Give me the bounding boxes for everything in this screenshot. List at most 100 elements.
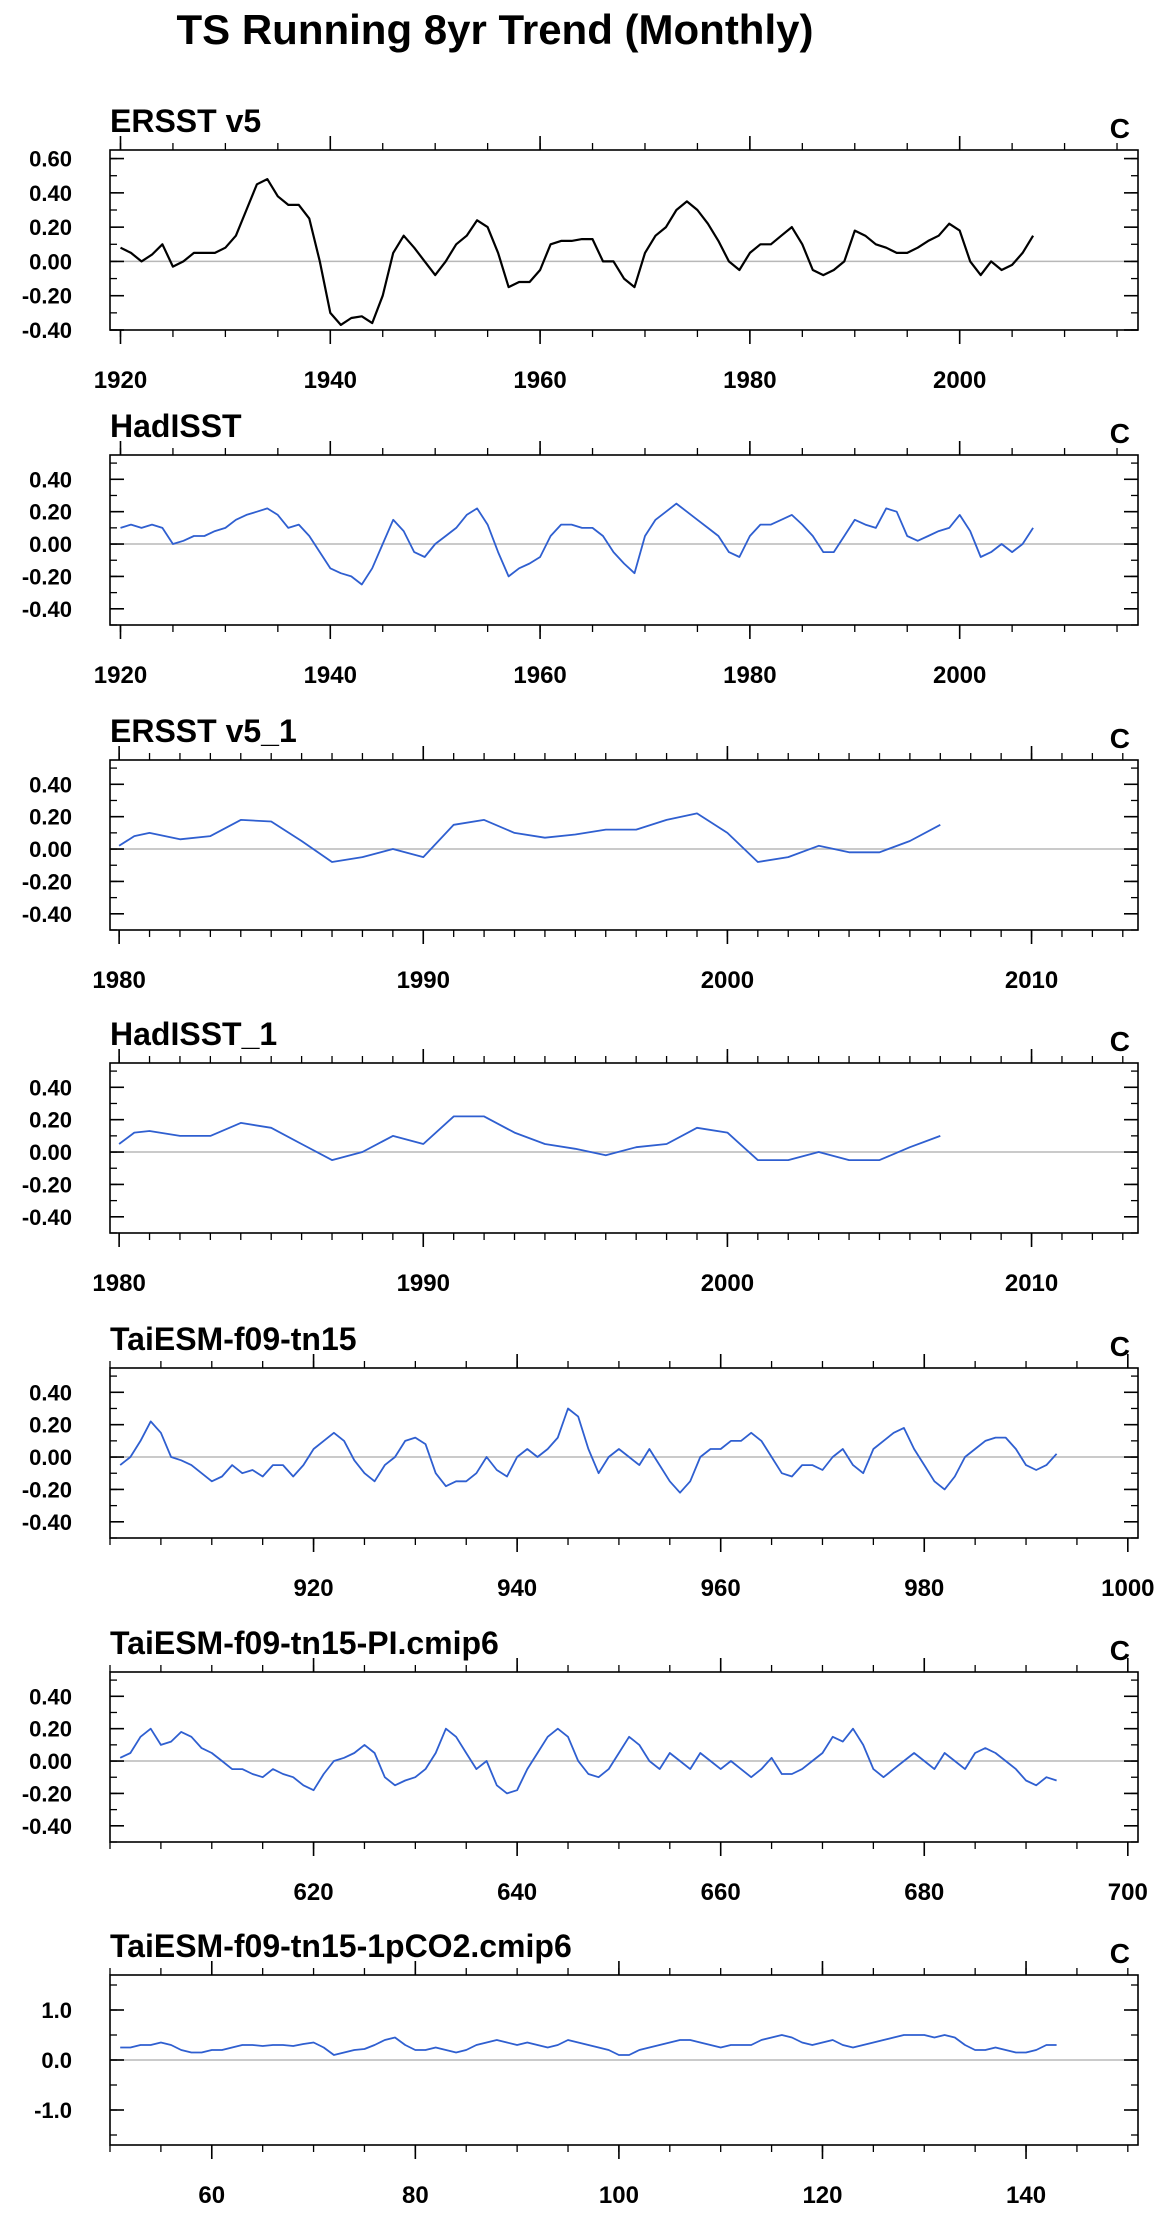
- x-tick-label: 620: [294, 1879, 334, 1906]
- panel-title: TaiESM-f09-tn15-PI.cmip6: [110, 1625, 499, 1661]
- panel-title: HadISST: [110, 408, 242, 444]
- panel: TaiESM-f09-tn15 C -0.40 -0.20 0.00 0.20 0.40 92…: [22, 1321, 1155, 1602]
- series-line: [118, 812, 941, 863]
- panel-units: C: [1110, 113, 1130, 144]
- x-tick-label: 1940: [304, 367, 357, 394]
- y-tick-label: 0.20: [29, 215, 72, 240]
- plot-frame: [109, 454, 1139, 626]
- x-tick-label: 660: [701, 1879, 741, 1906]
- panel: TaiESM-f09-tn15-PI.cmip6 C -0.40 -0.20 0.00 0…: [22, 1625, 1148, 1906]
- y-tick-label: 0.00: [29, 1445, 72, 1470]
- panels: ERSST v5 C -0.40 -0.20 0.00 0.20 0.40 0.60 1920 1…: [22, 103, 1155, 2209]
- panel-units: C: [1110, 1635, 1130, 1666]
- panel-units: C: [1110, 1938, 1130, 1969]
- y-tick-label: 0.60: [29, 147, 72, 172]
- y-tick-label: -0.20: [22, 869, 72, 894]
- y-tick-label: 0.00: [29, 1749, 72, 1774]
- x-tick-label: 120: [802, 2182, 842, 2209]
- x-tick-label: 680: [904, 1879, 944, 1906]
- y-tick-label: 0.00: [29, 837, 72, 862]
- y-tick-label: -0.40: [22, 318, 72, 343]
- x-tick-label: 1980: [92, 967, 145, 994]
- plot-frame: [109, 1671, 1139, 1843]
- x-tick-label: 980: [904, 1575, 944, 1602]
- series-line: [120, 178, 1035, 326]
- panel-title: TaiESM-f09-tn15-1pCO2.cmip6: [110, 1928, 572, 1964]
- y-tick-label: -0.20: [22, 564, 72, 589]
- y-tick-label: 0.20: [29, 500, 72, 525]
- y-tick-label: 0.20: [29, 1108, 72, 1133]
- series-line: [118, 1115, 941, 1161]
- plot-frame: [109, 759, 1139, 931]
- y-tick-label: -0.40: [22, 1814, 72, 1839]
- y-tick-label: -0.20: [22, 1172, 72, 1197]
- x-tick-label: 1980: [723, 367, 776, 394]
- y-tick-label: -0.20: [22, 284, 72, 309]
- series-line: [120, 2034, 1057, 2056]
- x-tick-label: 1990: [397, 1270, 450, 1297]
- y-tick-label: 0.20: [29, 805, 72, 830]
- y-tick-label: 0.0: [41, 2048, 72, 2073]
- x-tick-label: 1920: [94, 662, 147, 689]
- y-tick-label: -0.40: [22, 902, 72, 927]
- y-tick-label: 1.0: [41, 1998, 72, 2023]
- series-line: [120, 502, 1034, 586]
- y-tick-label: 0.00: [29, 249, 72, 274]
- plot-frame: [109, 149, 1139, 331]
- x-tick-label: 2000: [701, 967, 754, 994]
- x-tick-label: 2000: [933, 367, 986, 394]
- y-tick-label: 0.20: [29, 1717, 72, 1742]
- plot-frame: [109, 1367, 1139, 1539]
- y-tick-label: -0.40: [22, 1205, 72, 1230]
- y-tick-label: 0.40: [29, 181, 72, 206]
- x-tick-label: 940: [497, 1575, 537, 1602]
- x-tick-label: 920: [294, 1575, 334, 1602]
- y-tick-label: -0.40: [22, 1510, 72, 1535]
- x-tick-label: 960: [701, 1575, 741, 1602]
- panel: HadISST C -0.40 -0.20 0.00 0.20 0.40 1920 1940 19…: [22, 408, 1139, 689]
- plot-frame: [109, 1974, 1139, 2146]
- series-line: [119, 1407, 1058, 1494]
- y-tick-label: 0.00: [29, 1140, 72, 1165]
- x-tick-label: 140: [1006, 2182, 1046, 2209]
- x-tick-label: 1940: [304, 662, 357, 689]
- y-tick-label: 0.00: [29, 532, 72, 557]
- y-tick-label: -0.40: [22, 597, 72, 622]
- y-tick-label: -1.0: [34, 2098, 72, 2123]
- x-tick-label: 640: [497, 1879, 537, 1906]
- panel-units: C: [1110, 1026, 1130, 1057]
- y-tick-label: 0.40: [29, 467, 72, 492]
- panel-units: C: [1110, 418, 1130, 449]
- panel-units: C: [1110, 723, 1130, 754]
- x-tick-label: 1980: [723, 662, 776, 689]
- x-tick-label: 2010: [1005, 1270, 1058, 1297]
- panel-title: ERSST v5: [110, 103, 261, 139]
- x-tick-label: 1990: [397, 967, 450, 994]
- series-line: [119, 1727, 1057, 1795]
- x-tick-label: 80: [402, 2182, 429, 2209]
- plot-frame: [109, 1062, 1139, 1234]
- y-tick-label: 0.40: [29, 1684, 72, 1709]
- x-tick-label: 2010: [1005, 967, 1058, 994]
- figure-title: TS Running 8yr Trend (Monthly): [177, 6, 814, 53]
- y-tick-label: -0.20: [22, 1781, 72, 1806]
- panel: ERSST v5_1 C -0.40 -0.20 0.00 0.20 0.40 1980 199…: [22, 713, 1139, 994]
- panel-title: HadISST_1: [110, 1016, 277, 1052]
- x-tick-label: 1980: [92, 1270, 145, 1297]
- x-tick-label: 60: [198, 2182, 225, 2209]
- y-tick-label: 0.40: [29, 1075, 72, 1100]
- y-tick-label: 0.40: [29, 772, 72, 797]
- x-tick-label: 2000: [933, 662, 986, 689]
- panel: ERSST v5 C -0.40 -0.20 0.00 0.20 0.40 0.60 1920 1…: [22, 103, 1139, 394]
- panel-title: ERSST v5_1: [110, 713, 297, 749]
- x-tick-label: 700: [1108, 1879, 1148, 1906]
- x-tick-label: 1960: [513, 367, 566, 394]
- y-tick-label: 0.40: [29, 1380, 72, 1405]
- y-tick-label: 0.20: [29, 1413, 72, 1438]
- x-tick-label: 1000: [1101, 1575, 1154, 1602]
- panel-title: TaiESM-f09-tn15: [110, 1321, 357, 1357]
- panel: TaiESM-f09-tn15-1pCO2.cmip6 C -1.0 0.0 1.0 60…: [34, 1928, 1139, 2209]
- panel: HadISST_1 C -0.40 -0.20 0.00 0.20 0.40 1980 1990…: [22, 1016, 1139, 1297]
- x-tick-label: 2000: [701, 1270, 754, 1297]
